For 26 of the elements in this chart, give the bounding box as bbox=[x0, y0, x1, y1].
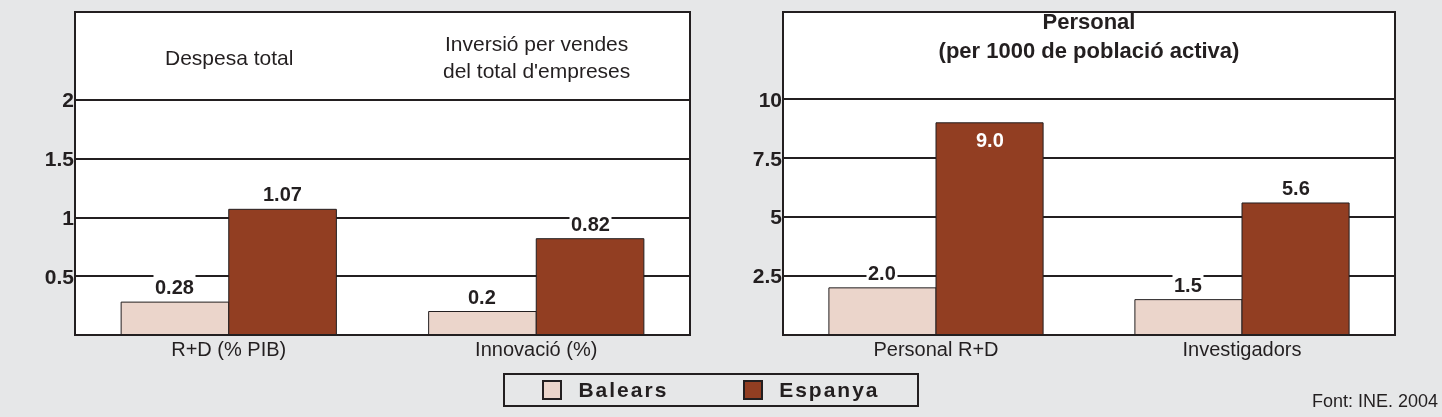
data-label: 5.6 bbox=[1282, 177, 1310, 199]
data-label: 0.82 bbox=[571, 213, 610, 235]
y-tick-label: 2 bbox=[62, 88, 74, 112]
data-label: 0.28 bbox=[155, 276, 194, 298]
annotation: Inversió per vendes del total d'empreses bbox=[443, 32, 631, 83]
y-tick-label: 2.5 bbox=[752, 264, 783, 288]
x-tick-label: R+D (% PIB) bbox=[171, 338, 287, 360]
x-tick-label: Investigadors bbox=[1182, 338, 1302, 360]
text: Font: INE. 2004 bbox=[1312, 391, 1439, 411]
y-tick-label: 10 bbox=[758, 87, 782, 111]
legend-label: Balears bbox=[578, 378, 669, 402]
annotation: Despesa total bbox=[165, 46, 294, 69]
legend-label: Espanya bbox=[779, 378, 880, 402]
y-tick-label: 5 bbox=[770, 205, 783, 229]
data-label: 1.5 bbox=[1174, 274, 1202, 296]
data-label: 2.0 bbox=[868, 262, 896, 284]
data-label: 1.07 bbox=[263, 183, 302, 205]
y-tick-label: 1.5 bbox=[44, 147, 75, 171]
text: Personal (per 1000 de població activa) bbox=[938, 9, 1240, 63]
y-tick-label: 1 bbox=[62, 205, 75, 229]
y-tick-label: 0.5 bbox=[44, 264, 75, 288]
data-label: 0.2 bbox=[468, 286, 496, 308]
y-tick-label: 7.5 bbox=[752, 146, 783, 170]
x-tick-label: Innovació (%) bbox=[475, 338, 598, 360]
data-label: 9.0 bbox=[976, 129, 1004, 151]
x-tick-label: Personal R+D bbox=[873, 338, 999, 360]
